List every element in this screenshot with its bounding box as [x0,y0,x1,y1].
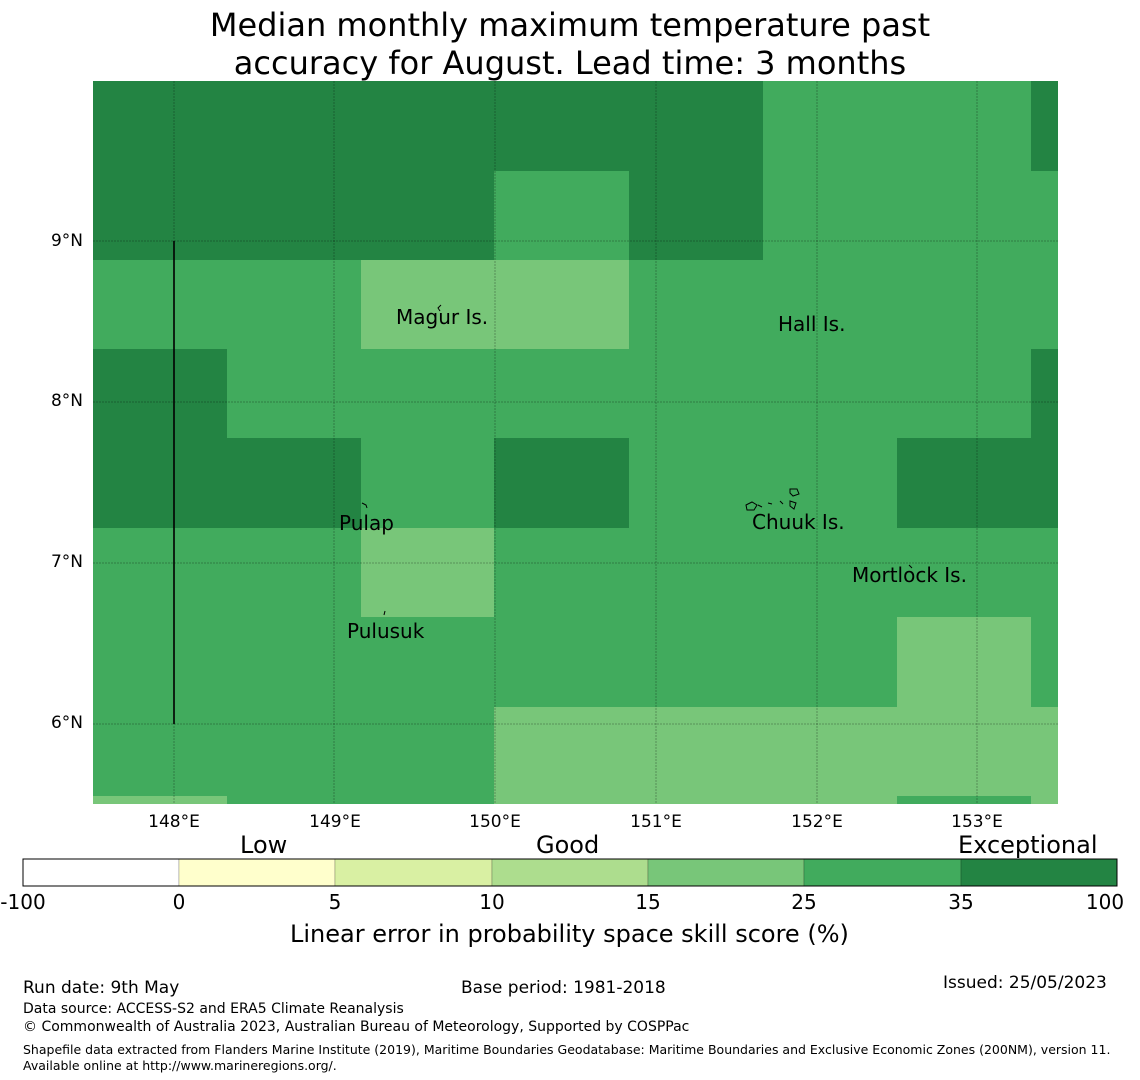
lat-label-9n: 9°N [50,231,83,251]
legend-category-exceptional: Exceptional [958,831,1098,859]
legend-category-good: Good [536,831,600,859]
colorbar-swatch [334,858,493,887]
colorbar-tick: 15 [635,890,661,914]
skill-cell [1031,81,1058,171]
colorbar-tick: 25 [791,890,817,914]
lon-label-152e: 152°E [791,812,843,832]
colorbar [22,858,1118,887]
shapefile-credit: Shapefile data extracted from Flanders M… [23,1042,1111,1073]
skill-cell [93,349,227,528]
skill-cell [93,81,763,260]
run-date: Run date: 9th May [23,978,180,998]
colorbar-tick: 0 [172,890,186,914]
place-label-mortlock: Mortlock Is. [852,563,967,587]
island-pulap [361,502,368,509]
island-magur [437,304,442,312]
chart-title: Median monthly maximum temperature past … [70,6,1070,82]
issued-date: Issued: 25/05/2023 [943,973,1107,993]
colorbar-swatch [803,858,962,887]
lon-label-148e: 148°E [148,812,200,832]
place-label-hall: Hall Is. [778,312,846,336]
graticule [93,81,1058,804]
colorbar-swatch [491,858,649,887]
colorbar-tick: 5 [328,890,342,914]
skill-cell [1031,349,1058,438]
lon-label-151e: 151°E [630,812,682,832]
colorbar-frame [22,858,1118,887]
base-period: Base period: 1981-2018 [461,978,666,998]
skill-cell [361,528,494,617]
lon-label-149e: 149°E [309,812,361,832]
colorbar-label: Linear error in probability space skill … [290,920,849,948]
island-outlines [361,304,913,616]
skill-grid [93,81,1058,804]
data-source: Data source: ACCESS-S2 and ERA5 Climate … [23,1001,404,1017]
colorbar-tick: 100 [1085,890,1125,914]
place-label-chuuk: Chuuk Is. [752,510,845,534]
island-mortlock [908,564,913,569]
colorbar-swatch [960,858,1118,887]
skill-cell [361,260,629,349]
colorbar-tick: -100 [0,890,46,914]
island-chuuk [745,488,800,511]
skill-cell [897,796,1031,804]
skill-cell [494,438,629,528]
skill-cell [1031,617,1058,707]
colorbar-swatch [178,858,336,887]
lat-label-8n: 8°N [50,391,83,411]
skill-cell [897,617,1031,707]
skill-score-map [22,81,1118,887]
title-line-1: Median monthly maximum temperature past [209,6,931,44]
copyright: © Commonwealth of Australia 2023, Austra… [23,1019,690,1035]
lat-label-7n: 7°N [50,552,83,572]
skill-cell [897,438,1058,528]
place-label-magur: Magur Is. [396,305,489,329]
colorbar-tick: 10 [479,890,505,914]
title-line-2: accuracy for August. Lead time: 3 months [233,44,907,82]
lon-label-150e: 150°E [469,812,521,832]
island-pulusuk [383,610,386,616]
lon-label-153e: 153°E [951,812,1003,832]
colorbar-swatch [22,858,180,887]
colorbar-tick: 35 [948,890,974,914]
skill-cell [227,438,361,528]
skill-cell [494,171,629,260]
lat-label-6n: 6°N [50,713,83,733]
legend-category-low: Low [240,831,288,859]
colorbar-swatch [647,858,805,887]
skill-cell [93,796,227,804]
place-label-pulap: Pulap [339,511,394,535]
skill-cell [494,707,1058,804]
place-label-pulusuk: Pulusuk [347,619,425,643]
